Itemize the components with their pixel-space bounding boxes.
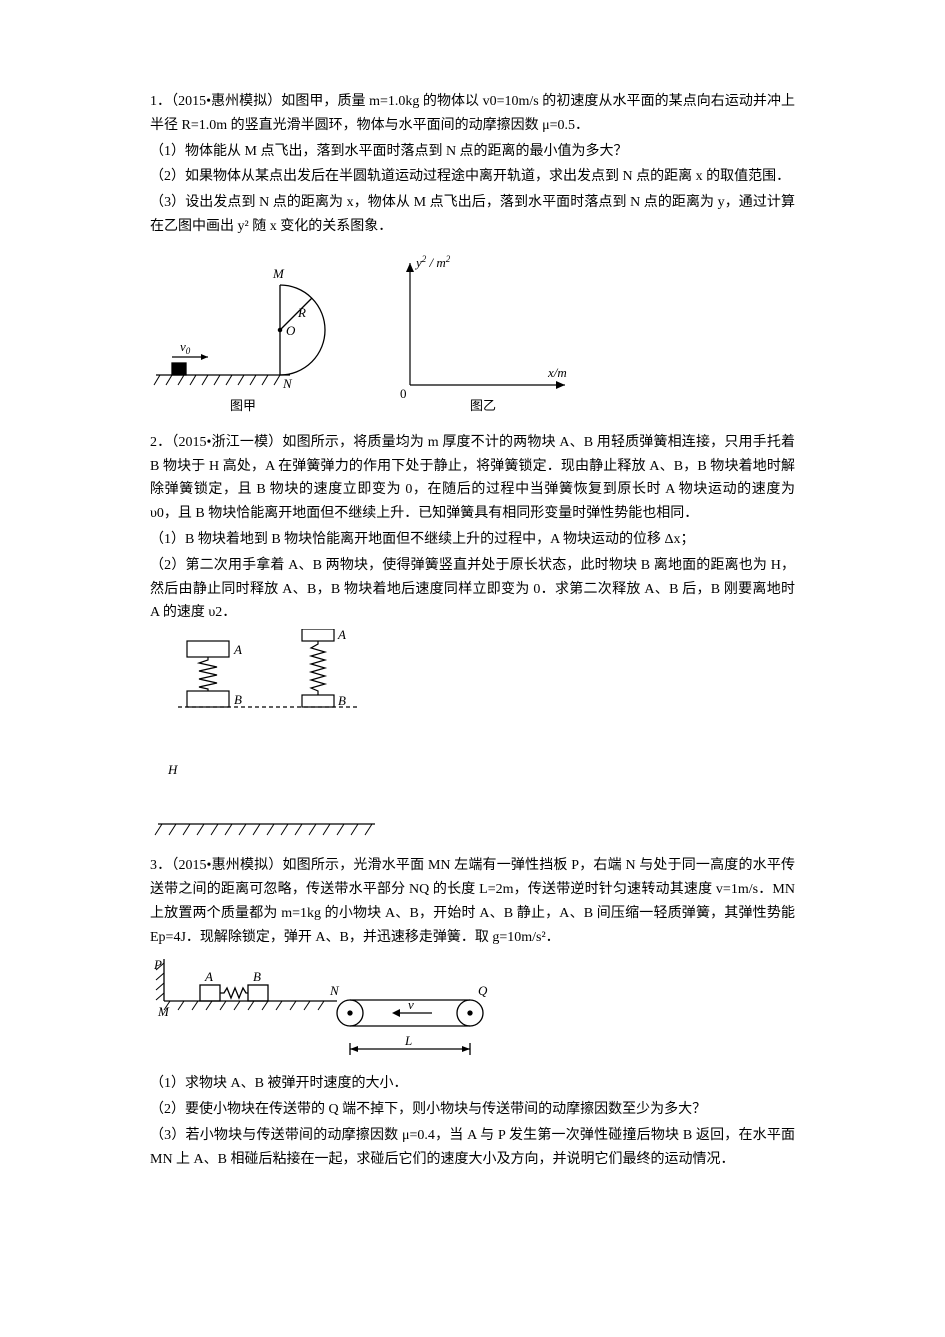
p3-part2: （2）要使小物块在传送带的 Q 端不掉下，则小物块与传送带间的动摩擦因数至少为多… [150,1098,795,1122]
svg-text:y2 / m2: y2 / m2 [414,254,451,270]
p3-figure: P M A B N Q v L [150,953,510,1068]
p1-part2: （2）如果物体从某点出发后在半圆轨道运动过程途中离开轨道，求出发点到 N 点的距… [150,165,795,189]
p2-part2: （2）第二次用手拿着 A、B 两物块，使得弹簧竖直并处于原长状态，此时物块 B … [150,554,795,625]
label-A3: A [204,969,213,984]
svg-text:v0: v0 [180,339,191,356]
caption-jia: 图甲 [230,398,256,413]
label-Q: Q [478,983,488,998]
label-v: v [408,997,414,1012]
label-N: N [282,376,293,391]
label-B-right: B [338,693,346,708]
label-P: P [153,957,162,972]
p1-header: 1．（2015•惠州模拟）如图甲，质量 m=1.0kg 的物体以 v0=10m/… [150,90,795,138]
label-M: M [272,266,285,281]
p3-part1: （1）求物块 A、B 被弹开时速度的大小． [150,1072,795,1096]
label-O: O [286,323,296,338]
label-L: L [404,1033,412,1048]
page: 1．（2015•惠州模拟）如图甲，质量 m=1.0kg 的物体以 v0=10m/… [0,0,945,1337]
label-M: M [157,1004,170,1019]
caption-yi: 图乙 [470,398,496,413]
figure-yi: y2 / m2 x/m 0 图乙 [380,245,580,425]
xlabel: x/m [547,365,567,380]
p2-header: 2．（2015•浙江一模）如图所示，将质量均为 m 厚度不计的两物块 A、B 用… [150,431,795,526]
p3-header: 3．（2015•惠州模拟）如图所示，光滑水平面 MN 左端有一弹性挡板 P，右端… [150,854,795,949]
p1-part1: （1）物体能从 M 点飞出，落到水平面时落点到 N 点的距离的最小值为多大？ [150,140,795,164]
label-N3: N [329,983,340,998]
figure-jia: M O R N v0 图甲 [150,245,350,425]
label-A-right: A [337,629,346,642]
p2-figure: A B A B H [150,629,410,844]
p3-part3: （3）若小物块与传送带间的动摩擦因数 μ=0.4，当 A 与 P 发生第一次弹性… [150,1124,795,1172]
origin-label: 0 [400,386,407,401]
label-B3: B [253,969,261,984]
p2-part1: （1）B 物块着地到 B 物块恰能离开地面但不继续上升的过程中，A 物块运动的位… [150,528,795,552]
label-H: H [167,762,178,777]
p1-part3: （3）设出发点到 N 点的距离为 x，物体从 M 点飞出后，落到水平面时落点到 … [150,191,795,239]
p1-figures: M O R N v0 图甲 y2 / m2 x/m 0 [150,245,795,425]
label-B-left: B [234,692,242,707]
label-R: R [297,305,306,320]
label-A-left: A [233,642,242,657]
